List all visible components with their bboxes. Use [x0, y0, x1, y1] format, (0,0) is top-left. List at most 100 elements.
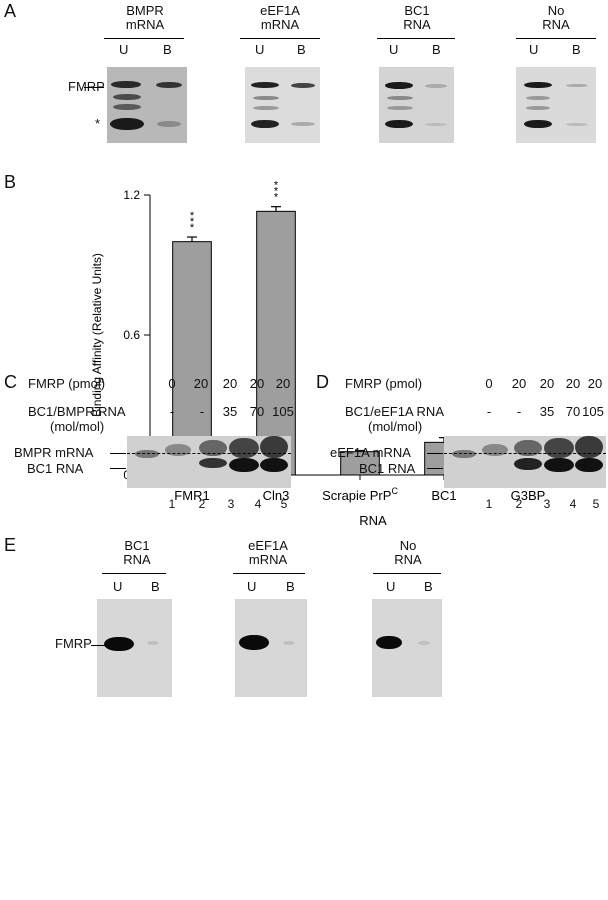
- title-line: RNA: [394, 552, 422, 567]
- lane-b: B: [297, 42, 306, 57]
- ratio-label: BC1/BMPR RNA: [28, 404, 126, 419]
- band-upper-label: BMPR mRNA: [14, 445, 94, 460]
- title-line: mRNA: [125, 17, 165, 32]
- c-r1-v1: 0: [168, 376, 176, 391]
- western-blot-e2: [235, 599, 307, 697]
- lane-u: U: [386, 579, 396, 594]
- d-r1-v3: 20: [539, 376, 555, 391]
- y-axis-label: Binding Affinity (Relative Units): [90, 253, 104, 417]
- underline: [102, 573, 166, 574]
- title-line: RNA: [123, 552, 151, 567]
- marker-line: [110, 468, 126, 469]
- panel-e-title-1: BC1 RNA: [102, 539, 172, 567]
- significance-marker: *: [274, 180, 279, 192]
- d-r1-v5: 20: [587, 376, 603, 391]
- lane-number: 2: [515, 497, 523, 511]
- c-r2-v3: 35: [222, 404, 238, 419]
- d-r1-v2: 20: [511, 376, 527, 391]
- significance-marker: *: [274, 186, 279, 198]
- panel-d-label: D: [316, 372, 329, 392]
- title-line: mRNA: [260, 17, 300, 32]
- y-tick-label: 1.2: [123, 188, 140, 202]
- x-tick-label: Scrapie PrPC: [322, 486, 398, 503]
- lane-b: B: [151, 579, 160, 594]
- fmrp-pmol-label: FMRP (pmol): [345, 376, 423, 391]
- lane-number: 1: [485, 497, 493, 511]
- title-line: mRNA: [248, 552, 288, 567]
- panel-a-title-2: eEF1A mRNA: [240, 4, 320, 32]
- d-r1-v4: 20: [565, 376, 581, 391]
- c-r2-v2: -: [199, 404, 205, 419]
- lane-number: 5: [280, 497, 288, 511]
- title-line: No: [399, 538, 417, 553]
- lane-b: B: [432, 42, 441, 57]
- d-r2-v5: 105: [582, 404, 604, 419]
- title-line: RNA: [403, 17, 431, 32]
- lane-number: 4: [569, 497, 577, 511]
- c-r2-v4: 70: [249, 404, 265, 419]
- underline: [104, 38, 184, 39]
- lane-number: 3: [543, 497, 551, 511]
- title-line: No: [547, 3, 565, 18]
- title-line: BC1: [124, 538, 150, 553]
- x-tick-label: Cln3: [263, 488, 290, 503]
- star-marker: *: [95, 116, 101, 131]
- lane-number: 1: [168, 497, 176, 511]
- lane-u: U: [255, 42, 265, 57]
- underline: [516, 38, 596, 39]
- significance-marker: *: [190, 222, 195, 234]
- western-blot-e1: [97, 599, 172, 697]
- d-r2-v2: -: [516, 404, 522, 419]
- marker-line: [427, 453, 443, 454]
- fmrp-label-a: FMRP: [68, 79, 105, 94]
- lane-u: U: [113, 579, 123, 594]
- underline: [377, 38, 455, 39]
- d-r2-v3: 35: [539, 404, 555, 419]
- lane-b: B: [572, 42, 581, 57]
- panel-e-title-3: No RNA: [373, 539, 443, 567]
- ratio-unit: (mol/mol): [50, 419, 105, 434]
- panel-e-title-2: eEF1A mRNA: [233, 539, 303, 567]
- title-line: BC1: [404, 3, 430, 18]
- panel-b-label: B: [4, 172, 17, 192]
- band-upper-label: eEF1A mRNA: [330, 445, 411, 460]
- significance-marker: *: [190, 210, 195, 222]
- ratio-unit: (mol/mol): [368, 419, 423, 434]
- c-r1-v4: 20: [249, 376, 265, 391]
- title-line: BMPR: [126, 3, 164, 18]
- c-r2-v1: -: [169, 404, 175, 419]
- western-blot-e3: [372, 599, 442, 697]
- x-tick-label: BC1: [431, 488, 456, 503]
- gel-blot-a3: [379, 67, 454, 143]
- d-r2-v1: -: [486, 404, 492, 419]
- underline: [233, 573, 305, 574]
- fmrp-marker-line: [84, 87, 104, 88]
- gel-shift-c: [127, 436, 291, 488]
- significance-marker: *: [274, 192, 279, 204]
- lane-u: U: [529, 42, 539, 57]
- marker-line: [110, 453, 126, 454]
- gel-blot-a4: [516, 67, 596, 143]
- c-r1-v2: 20: [193, 376, 209, 391]
- d-r1-v1: 0: [485, 376, 493, 391]
- fmrp-marker-line: [91, 645, 105, 646]
- x-tick-label: G3BP: [511, 488, 546, 503]
- band-lower-label: BC1 RNA: [359, 461, 416, 476]
- lane-b: B: [286, 579, 295, 594]
- lane-b: B: [424, 579, 433, 594]
- gel-blot-a1: [107, 67, 187, 143]
- title-line: eEF1A: [248, 538, 288, 553]
- lane-number: 2: [198, 497, 206, 511]
- fmrp-label-e: FMRP: [55, 636, 92, 651]
- panel-a-title-1: BMPR mRNA: [105, 4, 185, 32]
- lane-u: U: [247, 579, 257, 594]
- bar: [256, 210, 296, 476]
- underline: [373, 573, 441, 574]
- gel-shift-d: [444, 436, 606, 488]
- ratio-label: BC1/eEF1A RNA: [345, 404, 444, 419]
- significance-marker: *: [190, 216, 195, 228]
- panel-c-label: C: [4, 372, 17, 392]
- panel-a-label: A: [4, 1, 17, 21]
- panel-e-label: E: [4, 535, 17, 555]
- c-r1-v5: 20: [275, 376, 291, 391]
